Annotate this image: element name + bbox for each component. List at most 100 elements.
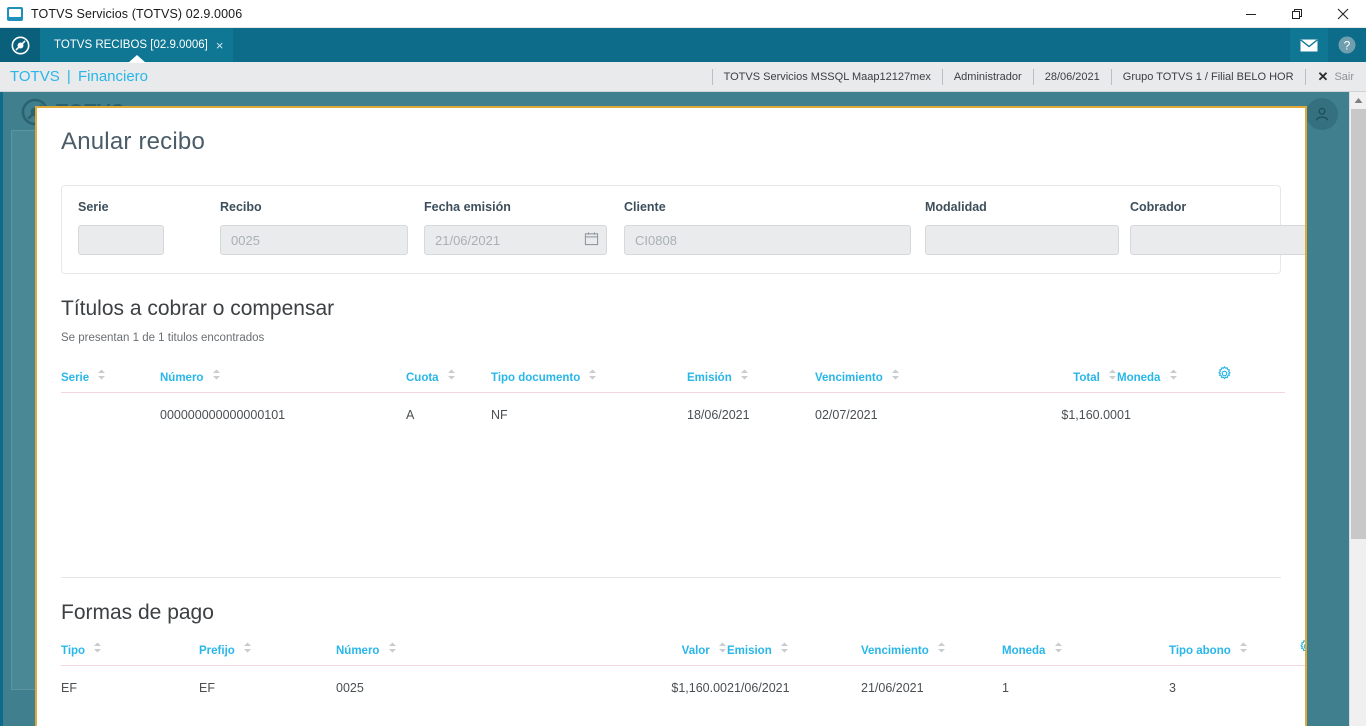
col-numero[interactable]: Número xyxy=(160,366,406,393)
tabstrip: TOTVS RECIBOS [02.9.0006] × ? xyxy=(0,28,1366,62)
field-cobrador: Cobrador xyxy=(1130,200,1305,255)
col-moneda-pago-label: Moneda xyxy=(1002,645,1046,657)
col-serie[interactable]: Serie xyxy=(61,366,160,393)
col-vencimiento-pago[interactable]: Vencimiento xyxy=(861,639,1002,666)
section-divider xyxy=(61,577,1281,578)
scroll-up-button[interactable] xyxy=(1350,92,1366,109)
cobrador-input[interactable] xyxy=(1130,225,1305,255)
sort-icon xyxy=(388,642,397,653)
cell-tipo-abono: 3 xyxy=(1169,681,1176,695)
sort-icon xyxy=(1054,642,1063,653)
formas-settings-button[interactable] xyxy=(1299,639,1305,666)
col-emision-pago-label: Emision xyxy=(727,645,772,657)
calendar-icon[interactable] xyxy=(584,231,599,249)
restore-icon[interactable] xyxy=(1274,0,1320,28)
col-moneda-label: Moneda xyxy=(1117,372,1161,384)
app-body: TOTVS Anular recibo Serie Recibo 0025 Fe… xyxy=(0,92,1366,726)
cell-numero-pago: 0025 xyxy=(336,681,364,695)
cell-prefijo: EF xyxy=(199,681,215,695)
cliente-input[interactable]: CI0808 xyxy=(624,225,911,255)
module-bar: TOTVS | Financiero TOTVS Servicios MSSQL… xyxy=(0,62,1366,92)
col-prefijo-label: Prefijo xyxy=(199,645,235,657)
module-bar-info: TOTVS Servicios MSSQL Maap12127mex Admin… xyxy=(711,62,1366,92)
vertical-scrollbar[interactable] xyxy=(1349,92,1366,726)
info-branch: Grupo TOTVS 1 / Filial BELO HOR xyxy=(1110,68,1305,85)
col-serie-label: Serie xyxy=(61,372,90,384)
help-icon[interactable]: ? xyxy=(1328,28,1366,62)
exit-button[interactable]: ✕ Sair xyxy=(1304,68,1366,85)
field-fecha-emision: Fecha emisión 21/06/2021 xyxy=(424,200,607,255)
window-title: TOTVS Servicios (TOTVS) 02.9.0006 xyxy=(31,6,243,21)
tab-totvs-recibos[interactable]: TOTVS RECIBOS [02.9.0006] × xyxy=(40,28,234,62)
app-monitor-icon xyxy=(7,6,23,21)
recibo-input[interactable]: 0025 xyxy=(220,225,408,255)
col-tipo[interactable]: Tipo xyxy=(61,639,199,666)
sort-icon xyxy=(891,369,900,380)
cell-vencimiento-pago: 21/06/2021 xyxy=(861,681,924,695)
cell-total: $1,160.00 xyxy=(1061,408,1117,422)
tabstrip-actions: ? xyxy=(1290,28,1366,62)
mail-icon[interactable] xyxy=(1290,28,1328,62)
col-vencimiento[interactable]: Vencimiento xyxy=(815,366,1042,393)
titulos-settings-button[interactable] xyxy=(1217,366,1285,393)
col-numero-label: Número xyxy=(160,372,204,384)
field-modalidad: Modalidad xyxy=(925,200,1119,255)
col-numero-pago[interactable]: Número xyxy=(336,639,610,666)
col-cuota[interactable]: Cuota xyxy=(406,366,491,393)
minimize-icon[interactable] xyxy=(1228,0,1274,28)
cell-numero: 000000000000000101 xyxy=(160,408,286,422)
cell-moneda-pago: 1 xyxy=(1002,681,1009,695)
col-moneda-pago[interactable]: Moneda xyxy=(1002,639,1169,666)
col-total[interactable]: Total xyxy=(1042,366,1117,393)
anular-recibo-modal: Anular recibo Serie Recibo 0025 Fecha em… xyxy=(35,106,1307,726)
scrollbar-thumb[interactable] xyxy=(1351,109,1366,539)
totvs-logo-icon[interactable] xyxy=(0,28,40,62)
sort-icon xyxy=(588,369,597,380)
tab-label: TOTVS RECIBOS [02.9.0006] xyxy=(54,39,208,51)
titulos-header-row: Serie Número Cuota Tipo documento xyxy=(61,366,1285,393)
col-prefijo[interactable]: Prefijo xyxy=(199,639,336,666)
titulos-subtitle: Se presentan 1 de 1 titulos encontrados xyxy=(61,332,265,344)
formas-table: Tipo Prefijo Número Valor xyxy=(61,639,1305,695)
field-recibo: Recibo 0025 xyxy=(220,200,408,255)
sort-icon xyxy=(1239,642,1248,653)
table-row[interactable]: 000000000000000101 A NF 18/06/2021 02/07… xyxy=(61,393,1285,423)
close-icon[interactable] xyxy=(1320,0,1366,28)
sort-icon xyxy=(97,369,106,380)
col-total-label: Total xyxy=(1073,372,1100,384)
table-row[interactable]: EF EF 0025 $1,160.00 21/06/2021 21/06/20… xyxy=(61,666,1305,695)
field-label-cliente: Cliente xyxy=(624,200,666,214)
col-numero-pago-label: Número xyxy=(336,645,380,657)
exit-label: Sair xyxy=(1334,70,1354,83)
cell-vencimiento: 02/07/2021 xyxy=(815,408,878,422)
col-emision-pago[interactable]: Emision xyxy=(727,639,861,666)
cell-spacer xyxy=(1217,393,1285,423)
fecha-emision-input[interactable]: 21/06/2021 xyxy=(424,225,607,255)
sort-icon xyxy=(1169,369,1178,380)
col-valor-label: Valor xyxy=(681,645,710,657)
cell-tipo-documento: NF xyxy=(491,408,508,422)
col-valor[interactable]: Valor xyxy=(610,639,727,666)
gear-icon xyxy=(1217,366,1232,384)
serie-input[interactable] xyxy=(78,225,164,255)
close-icon: ✕ xyxy=(1317,68,1329,84)
info-database: TOTVS Servicios MSSQL Maap12127mex xyxy=(711,68,942,85)
col-tipo-abono[interactable]: Tipo abono xyxy=(1169,639,1299,666)
col-moneda[interactable]: Moneda xyxy=(1117,366,1217,393)
modalidad-input[interactable] xyxy=(925,225,1119,255)
sort-icon xyxy=(447,369,456,380)
formas-de-pago-section: Formas de pago Tipo Prefijo xyxy=(61,601,1305,695)
sort-icon xyxy=(740,369,749,380)
col-emision[interactable]: Emisión xyxy=(687,366,815,393)
titulos-table: Serie Número Cuota Tipo documento xyxy=(61,366,1285,422)
sort-icon xyxy=(243,642,252,653)
fecha-emision-value: 21/06/2021 xyxy=(435,232,501,248)
cell-moneda: 01 xyxy=(1117,408,1131,422)
sort-icon xyxy=(1108,369,1117,380)
tab-close-icon[interactable]: × xyxy=(215,37,224,53)
field-label-modalidad: Modalidad xyxy=(925,200,987,214)
col-vencimiento-pago-label: Vencimiento xyxy=(861,645,929,657)
user-icon[interactable] xyxy=(1306,98,1338,130)
col-tipo-documento[interactable]: Tipo documento xyxy=(491,366,687,393)
field-cliente: Cliente CI0808 xyxy=(624,200,911,255)
